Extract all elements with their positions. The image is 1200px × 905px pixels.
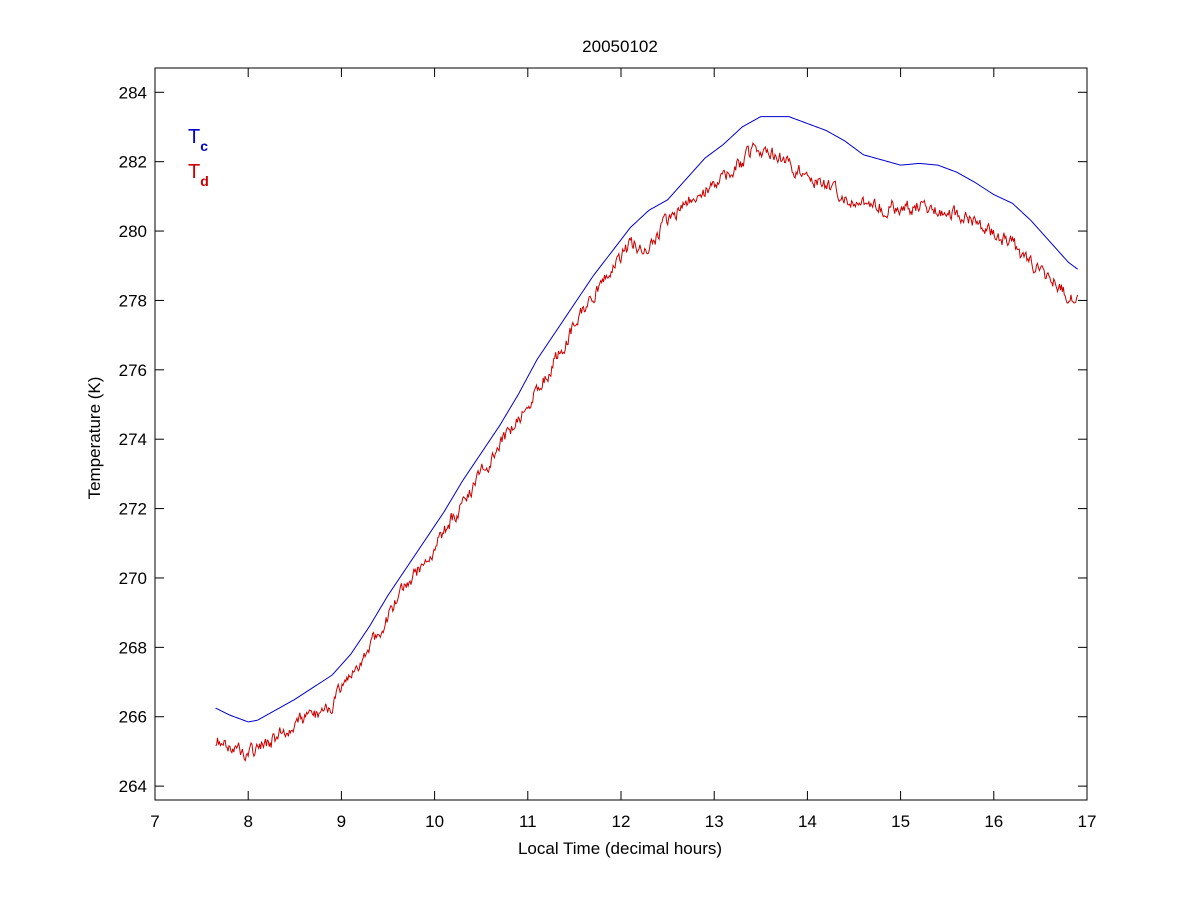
series-layer bbox=[215, 116, 1079, 762]
series-line-td bbox=[215, 141, 1079, 762]
axes-layer: 7 8 9 10 11 12 13 14 15 16 17 264 266 268 270 272 274 276… bbox=[119, 67, 1097, 831]
y-tick-label: 278 bbox=[119, 291, 147, 310]
y-tick-label: 268 bbox=[119, 638, 147, 657]
x-tick-label: 9 bbox=[337, 812, 346, 831]
plot-background bbox=[155, 68, 1087, 800]
x-tick-label: 11 bbox=[519, 812, 537, 831]
y-tick-label: 282 bbox=[119, 153, 147, 172]
x-axis-title: Local Time (decimal hours) bbox=[518, 839, 722, 858]
y-axis-title: Temperature (K) bbox=[85, 377, 104, 500]
legend-entry-main: T bbox=[188, 161, 200, 183]
x-tick-label: 17 bbox=[1078, 812, 1097, 831]
series-line-tc bbox=[215, 116, 1078, 723]
plot-area bbox=[155, 68, 1087, 800]
legend-entry-subscript: c bbox=[200, 138, 208, 154]
y-tick-label: 284 bbox=[119, 83, 147, 102]
x-tick-label: 10 bbox=[425, 812, 444, 831]
legend-entry-main: T bbox=[188, 126, 200, 148]
y-tick-label: 280 bbox=[119, 222, 147, 241]
y-tick-label: 272 bbox=[119, 500, 147, 519]
y-tick-label: 270 bbox=[119, 569, 147, 588]
x-tick-label: 13 bbox=[705, 812, 724, 831]
x-tick-label: 16 bbox=[984, 812, 1003, 831]
y-tick-label: 274 bbox=[119, 430, 147, 449]
y-tick-label: 264 bbox=[119, 777, 147, 796]
y-tick-label: 276 bbox=[119, 361, 147, 380]
x-tick-label: 8 bbox=[243, 812, 252, 831]
legend-entry-subscript: d bbox=[200, 173, 209, 189]
y-tick-label: 266 bbox=[119, 708, 147, 727]
x-tick-label: 7 bbox=[150, 812, 159, 831]
chart-title: 20050102 bbox=[582, 37, 658, 56]
x-tick-label: 12 bbox=[612, 812, 631, 831]
x-tick-label: 14 bbox=[798, 812, 817, 831]
legend-entry-tc: Tc bbox=[188, 126, 208, 154]
legend-entry-td: Td bbox=[188, 161, 209, 189]
x-tick-label: 15 bbox=[891, 812, 910, 831]
